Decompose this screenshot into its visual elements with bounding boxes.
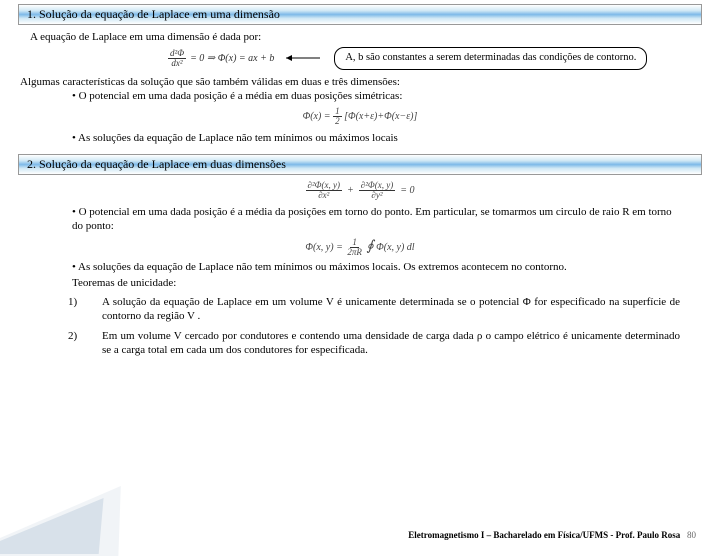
section1-header: 1. Solução da equação de Laplace em uma … <box>18 4 702 25</box>
theorem-2-text: Em um volume V cercado por condutores e … <box>102 330 680 358</box>
decor-triangle-front <box>0 498 104 554</box>
theorem-2: 2) Em um volume V cercado por condutores… <box>68 330 680 358</box>
theorem-1: 1) A solução da equação de Laplace em um… <box>68 296 680 324</box>
callout-text: A, b são constantes a serem determinadas… <box>345 52 636 63</box>
mean-2d-equation: Φ(x, y) = 12πR ∮ Φ(x, y) dl <box>20 238 700 257</box>
section1-bullet2: • As soluções da equação de Laplace não … <box>72 132 680 146</box>
theorem-2-num: 2) <box>68 330 86 358</box>
section1-bullet1: • O potencial em uma dada posição é a mé… <box>72 90 680 104</box>
section1-title: 1. Solução da equação de Laplace em uma … <box>27 7 280 21</box>
section2-bullet1: • O potencial em uma dada posição é a mé… <box>72 206 680 234</box>
theorem-1-num: 1) <box>68 296 86 324</box>
section1-intro: A equação de Laplace em uma dimensão é d… <box>30 31 700 43</box>
section2-header: 2. Solução da equação de Laplace em duas… <box>18 154 702 175</box>
mean-1d-equation: Φ(x) = 12 [Φ(x+ε)+Φ(x−ε)] <box>20 107 700 126</box>
section1-equation-row: d²Φdx² = 0 ⇒ Φ(x) = ax + b A, b são cons… <box>48 47 700 70</box>
section2-title: 2. Solução da equação de Laplace em duas… <box>27 157 286 171</box>
theorem-1-text: A solução da equação de Laplace em um vo… <box>102 296 680 324</box>
section1-para1: Algumas características da solução que s… <box>20 76 700 88</box>
laplace-2d-equation: ∂²Φ(x, y)∂x² + ∂²Φ(x, y)∂y² = 0 <box>0 181 720 200</box>
callout-box: A, b são constantes a serem determinadas… <box>334 47 647 70</box>
laplace-1d-equation: d²Φdx² = 0 ⇒ Φ(x) = ax + b <box>168 49 274 68</box>
section2-bullet2: • As soluções da equação de Laplace não … <box>72 261 680 275</box>
theorems-label: Teoremas de unicidade: <box>72 277 680 291</box>
footer-text: Eletromagnetismo I – Bacharelado em Físi… <box>408 530 696 540</box>
page-number: 80 <box>687 530 696 540</box>
arrow-icon <box>286 52 326 64</box>
